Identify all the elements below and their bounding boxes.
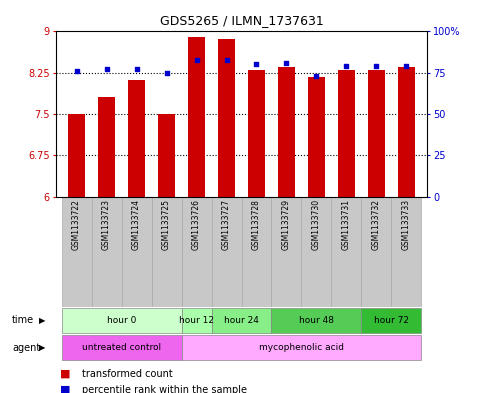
Bar <box>301 196 331 307</box>
Bar <box>212 196 242 307</box>
Point <box>163 70 170 76</box>
Bar <box>361 308 422 332</box>
Bar <box>122 196 152 307</box>
Bar <box>278 67 295 196</box>
Bar <box>271 196 301 307</box>
Text: percentile rank within the sample: percentile rank within the sample <box>82 385 247 393</box>
Point <box>223 56 230 62</box>
Text: mycophenolic acid: mycophenolic acid <box>259 343 344 352</box>
Text: hour 24: hour 24 <box>224 316 259 325</box>
Bar <box>61 336 182 360</box>
Bar <box>152 196 182 307</box>
Text: GSM1133725: GSM1133725 <box>162 199 171 250</box>
Bar <box>188 37 205 197</box>
Bar <box>391 196 422 307</box>
Text: GDS5265 / ILMN_1737631: GDS5265 / ILMN_1737631 <box>159 14 324 27</box>
Point <box>342 63 350 69</box>
Bar <box>331 196 361 307</box>
Bar <box>218 39 235 197</box>
Point <box>103 66 111 73</box>
Text: hour 48: hour 48 <box>299 316 334 325</box>
Point <box>133 66 141 73</box>
Bar <box>338 70 355 196</box>
Bar <box>271 308 361 332</box>
Text: GSM1133730: GSM1133730 <box>312 199 321 250</box>
Bar <box>61 196 92 307</box>
Text: time: time <box>12 315 34 325</box>
Point <box>372 63 380 69</box>
Point <box>283 60 290 66</box>
Text: agent: agent <box>12 343 40 353</box>
Text: GSM1133724: GSM1133724 <box>132 199 141 250</box>
Text: GSM1133731: GSM1133731 <box>342 199 351 250</box>
Bar <box>182 336 422 360</box>
Point <box>193 56 200 62</box>
Point <box>403 63 411 69</box>
Text: ■: ■ <box>60 369 71 379</box>
Bar <box>128 80 145 196</box>
Point <box>72 68 80 74</box>
Bar <box>68 114 85 196</box>
Text: GSM1133732: GSM1133732 <box>372 199 381 250</box>
Text: hour 12: hour 12 <box>179 316 214 325</box>
Bar <box>182 308 212 332</box>
Point <box>253 61 260 68</box>
Bar <box>248 70 265 196</box>
Bar <box>212 308 271 332</box>
Text: hour 72: hour 72 <box>374 316 409 325</box>
Bar <box>61 308 182 332</box>
Text: GSM1133723: GSM1133723 <box>102 199 111 250</box>
Bar <box>361 196 391 307</box>
Text: GSM1133722: GSM1133722 <box>72 199 81 250</box>
Text: GSM1133726: GSM1133726 <box>192 199 201 250</box>
Bar <box>398 67 415 196</box>
Bar <box>308 77 325 196</box>
Text: GSM1133727: GSM1133727 <box>222 199 231 250</box>
Bar <box>242 196 271 307</box>
Bar <box>98 97 115 196</box>
Point <box>313 73 320 79</box>
Bar <box>158 114 175 196</box>
Text: hour 0: hour 0 <box>107 316 136 325</box>
Text: GSM1133733: GSM1133733 <box>402 199 411 250</box>
Text: ■: ■ <box>60 385 71 393</box>
Text: GSM1133729: GSM1133729 <box>282 199 291 250</box>
Text: untreated control: untreated control <box>82 343 161 352</box>
Text: ▶: ▶ <box>39 316 45 325</box>
Text: transformed count: transformed count <box>82 369 173 379</box>
Bar <box>92 196 122 307</box>
Text: GSM1133728: GSM1133728 <box>252 199 261 250</box>
Bar <box>182 196 212 307</box>
Text: ▶: ▶ <box>39 343 45 352</box>
Bar <box>368 70 385 196</box>
